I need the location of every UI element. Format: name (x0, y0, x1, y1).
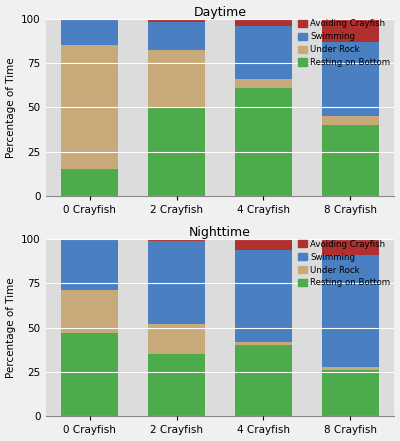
Title: Nighttime: Nighttime (189, 226, 251, 239)
Bar (322, 255, 378, 367)
Bar (62, 19, 118, 45)
Y-axis label: Percentage of Time: Percentage of Time (6, 277, 16, 378)
Y-axis label: Percentage of Time: Percentage of Time (6, 57, 16, 157)
Bar (148, 354, 205, 416)
Bar (148, 50, 205, 107)
Legend: Avoiding Crayfish, Swimming, Under Rock, Resting on Bottom: Avoiding Crayfish, Swimming, Under Rock,… (298, 19, 390, 67)
Bar (62, 169, 118, 196)
Bar (148, 324, 205, 354)
Bar (235, 239, 292, 250)
Bar (62, 45, 118, 169)
Bar (62, 291, 118, 333)
Bar (322, 125, 378, 196)
Bar (235, 250, 292, 342)
Bar (62, 239, 118, 291)
Bar (322, 116, 378, 125)
Bar (322, 239, 378, 255)
Bar (148, 241, 205, 324)
Bar (322, 19, 378, 41)
Bar (148, 239, 205, 241)
Bar (148, 22, 205, 50)
Bar (148, 107, 205, 196)
Legend: Avoiding Crayfish, Swimming, Under Rock, Resting on Bottom: Avoiding Crayfish, Swimming, Under Rock,… (298, 240, 390, 288)
Bar (322, 367, 378, 370)
Title: Daytime: Daytime (194, 6, 246, 19)
Bar (322, 370, 378, 416)
Bar (148, 19, 205, 22)
Bar (235, 19, 292, 26)
Bar (322, 41, 378, 116)
Bar (235, 342, 292, 345)
Bar (235, 26, 292, 79)
Bar (235, 345, 292, 416)
Bar (62, 333, 118, 416)
Bar (235, 88, 292, 196)
Bar (235, 79, 292, 88)
